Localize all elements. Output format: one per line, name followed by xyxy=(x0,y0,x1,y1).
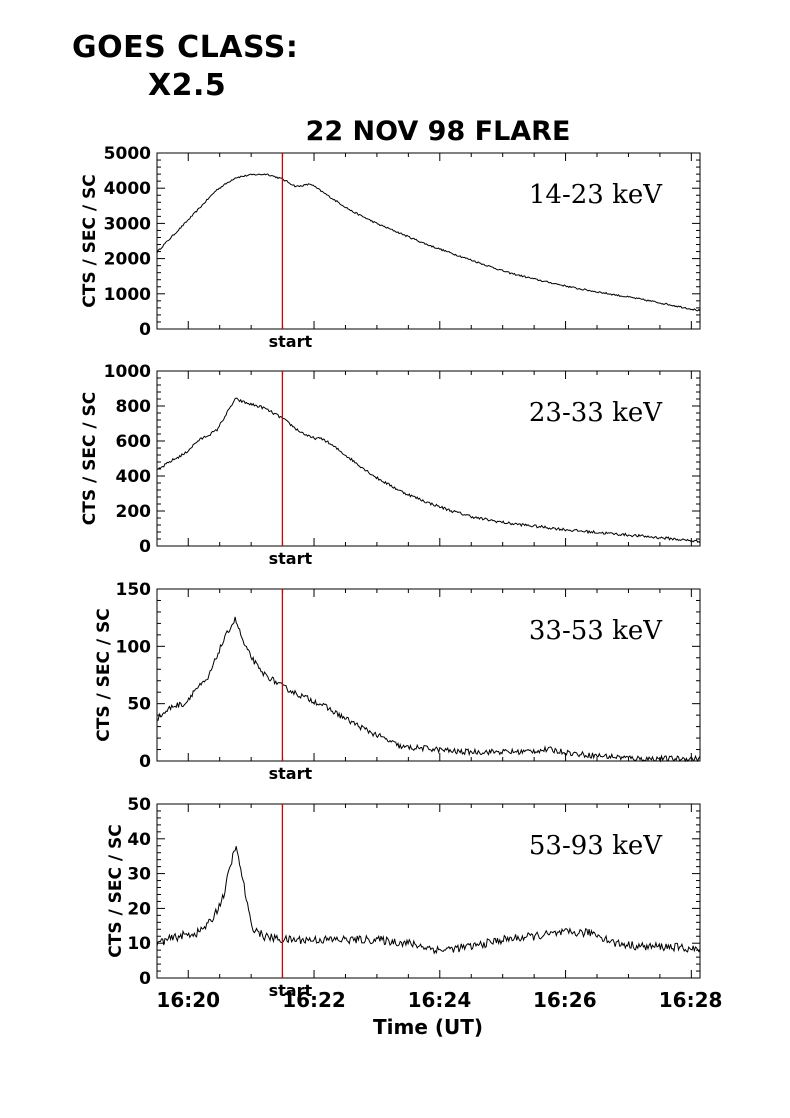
y-tick-label: 2000 xyxy=(104,250,151,270)
lightcurve-series xyxy=(156,173,701,312)
y-axis-title: CTS / SEC / SC xyxy=(80,392,100,525)
y-tick-label: 100 xyxy=(116,637,152,657)
lightcurve-series xyxy=(156,397,701,544)
x-axis-title: Time (UT) xyxy=(373,1015,483,1039)
lightcurve-series xyxy=(156,846,701,955)
y-tick-label: 150 xyxy=(116,580,152,600)
y-tick-label: 400 xyxy=(116,467,152,487)
y-tick-label: 1000 xyxy=(104,362,151,382)
y-axis-title: CTS / SEC / SC xyxy=(106,824,126,957)
y-tick-label: 50 xyxy=(127,695,151,715)
y-tick-label: 0 xyxy=(139,320,151,340)
y-tick-label: 600 xyxy=(116,432,152,452)
chart-title: 22 NOV 98 FLARE xyxy=(306,116,571,147)
y-tick-label: 10 xyxy=(127,934,151,954)
y-tick-label: 50 xyxy=(127,795,151,815)
y-tick-label: 800 xyxy=(116,397,152,417)
start-marker-label: start xyxy=(269,549,313,568)
start-marker-label: start xyxy=(269,332,313,351)
y-tick-label: 40 xyxy=(127,830,151,850)
x-tick-label: 16:22 xyxy=(282,988,346,1012)
band-label: 53-93 keV xyxy=(529,831,663,861)
y-tick-label: 1000 xyxy=(104,285,151,305)
start-marker-label: start xyxy=(269,981,313,1000)
band-label: 23-33 keV xyxy=(529,398,663,428)
panel-frame xyxy=(156,152,701,330)
y-tick-label: 0 xyxy=(139,752,151,772)
y-tick-label: 5000 xyxy=(104,144,151,164)
x-tick-label: 16:28 xyxy=(659,988,723,1012)
y-tick-label: 0 xyxy=(139,969,151,989)
band-label: 33-53 keV xyxy=(529,616,663,646)
panel-frame xyxy=(156,588,701,762)
y-tick-label: 3000 xyxy=(104,214,151,234)
x-tick-label: 16:24 xyxy=(408,988,472,1012)
lightcurve-series xyxy=(156,616,701,763)
x-tick-label: 16:26 xyxy=(533,988,597,1012)
goes-class-value: X2.5 xyxy=(148,68,227,103)
y-tick-label: 20 xyxy=(127,899,151,919)
y-axis-title: CTS / SEC / SC xyxy=(94,608,114,741)
panel-frame xyxy=(156,803,701,979)
y-tick-label: 4000 xyxy=(104,179,151,199)
y-axis-title: CTS / SEC / SC xyxy=(80,174,100,307)
y-tick-label: 30 xyxy=(127,865,151,885)
x-tick-label: 16:20 xyxy=(156,988,220,1012)
y-tick-label: 200 xyxy=(116,502,152,522)
goes-class-label: GOES CLASS: xyxy=(72,30,299,65)
start-marker-label: start xyxy=(269,764,313,783)
y-tick-label: 0 xyxy=(139,537,151,557)
band-label: 14-23 keV xyxy=(529,180,663,210)
panel-frame xyxy=(156,370,701,547)
